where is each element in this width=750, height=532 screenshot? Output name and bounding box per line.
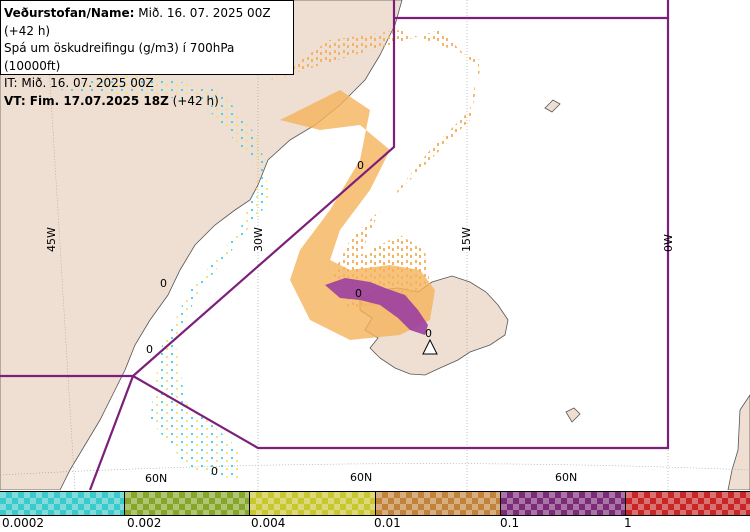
volcano-triangle-icon bbox=[422, 338, 438, 355]
info-line-2: Spá um öskudreifingu (g/m3) í 700hPa (10… bbox=[4, 41, 235, 73]
info-line-3: IT: Mið. 16. 07. 2025 00Z bbox=[4, 76, 154, 90]
ash-medium-plume bbox=[270, 30, 480, 310]
latitude-label-60n-2: 60N bbox=[350, 471, 372, 484]
info-line-4: VT: Fim. 17.07.2025 18Z (+42 h) bbox=[4, 93, 293, 111]
info-line-4-rest: (+42 h) bbox=[168, 93, 219, 108]
latitude-label-60n-3: 60N bbox=[555, 471, 577, 484]
longitude-label-30w: 30W bbox=[252, 227, 265, 252]
info-line-1: Veðurstofan/Name: Mið. 16. 07. 2025 00Z … bbox=[4, 5, 293, 40]
longitude-label-0w: 0W bbox=[662, 234, 675, 252]
contour-label: 0 bbox=[146, 343, 153, 356]
legend-tick-2: 0.004 bbox=[251, 516, 286, 530]
contour-label: 0 bbox=[160, 277, 167, 290]
ash-forecast-map: 45W 30W 15W 0W 60N 60N 60N 0 0 0 0 0 0 bbox=[0, 0, 750, 490]
ash-medium-plume-core bbox=[280, 90, 435, 340]
legend-tick-3: 0.01 bbox=[374, 516, 401, 530]
contour-label: 0 bbox=[355, 287, 362, 300]
faroe-islands bbox=[565, 407, 581, 423]
legend-tick-labels: 0.0002 0.002 0.004 0.01 0.1 1 bbox=[0, 516, 750, 532]
legend-swatch-2 bbox=[125, 492, 251, 515]
longitude-label-15w: 15W bbox=[460, 227, 473, 252]
ash-low-greenland-coast bbox=[60, 70, 270, 480]
legend-swatch-6 bbox=[625, 492, 750, 515]
legend-swatch-3 bbox=[250, 492, 376, 515]
ash-high-plume bbox=[325, 278, 428, 335]
norway-land bbox=[727, 394, 750, 490]
legend-swatch-1 bbox=[0, 492, 126, 515]
legend-tick-5: 1 bbox=[624, 516, 632, 530]
legend-tick-1: 0.002 bbox=[127, 516, 162, 530]
legend-color-bar bbox=[0, 491, 750, 516]
legend-swatch-5 bbox=[500, 492, 626, 515]
longitude-label-45w: 45W bbox=[45, 227, 58, 252]
info-line-1-bold: Veðurstofan/Name: bbox=[4, 6, 135, 20]
latitude-label-60n-1: 60N bbox=[145, 472, 167, 485]
info-line-1-rest: Mið. 16. 07. 2025 00Z (+42 h) bbox=[4, 6, 271, 38]
fir-boundaries bbox=[0, 0, 670, 490]
contour-label: 0 bbox=[425, 327, 432, 340]
legend-swatch-4 bbox=[375, 492, 501, 515]
contour-label: 0 bbox=[357, 159, 364, 172]
jan-mayen-island bbox=[544, 99, 561, 113]
info-line-4-bold: VT: Fim. 17.07.2025 18Z bbox=[4, 93, 169, 108]
forecast-info-box: Veðurstofan/Name: Mið. 16. 07. 2025 00Z … bbox=[0, 0, 294, 108]
contour-label: 0 bbox=[211, 465, 218, 478]
legend-tick-4: 0.1 bbox=[500, 516, 520, 530]
legend-tick-0: 0.0002 bbox=[2, 516, 44, 530]
